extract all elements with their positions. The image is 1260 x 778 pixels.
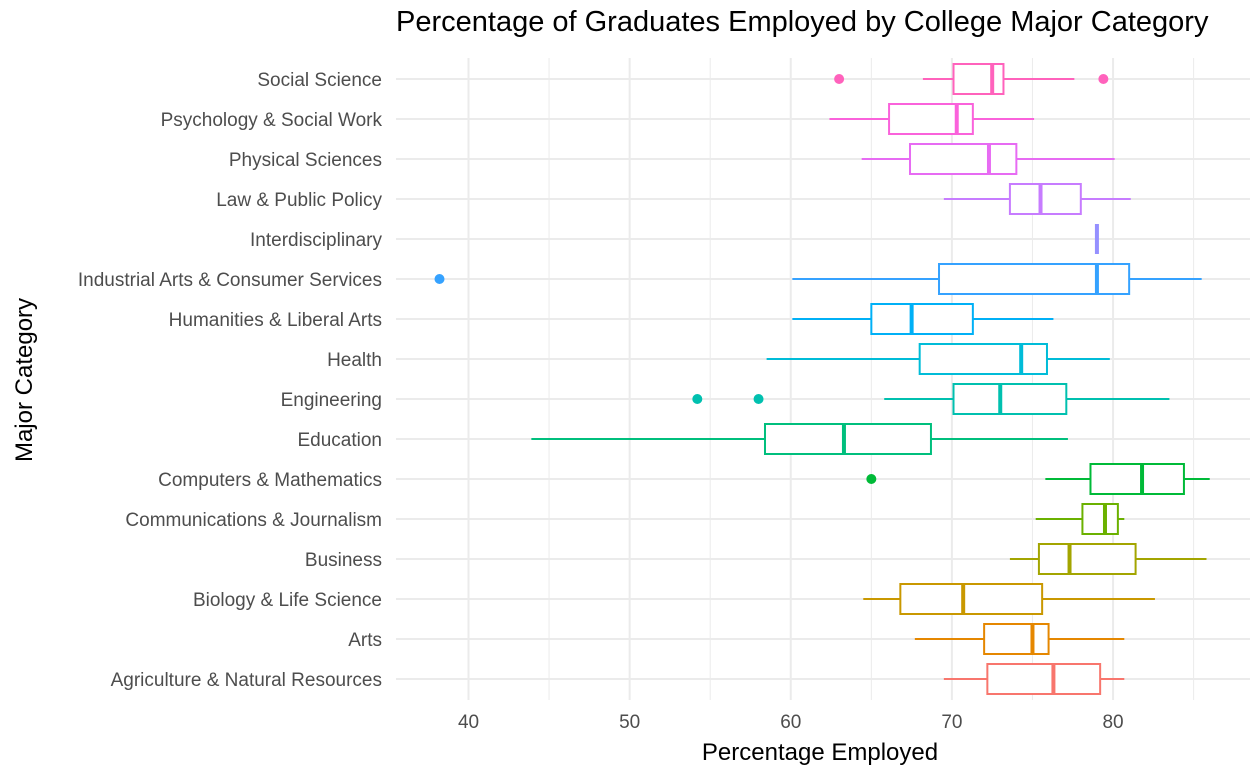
box-iqr [870, 303, 974, 335]
box-iqr [909, 143, 1018, 175]
outlier-point [434, 274, 445, 284]
boxplot-engineering [692, 383, 1170, 415]
y-axis-title: Major Category [11, 298, 38, 462]
y-tick-label: Computers & Mathematics [158, 470, 382, 491]
x-axis-title: Percentage Employed [702, 739, 938, 766]
x-tick-label: 40 [458, 712, 479, 733]
outlier-point [753, 394, 764, 404]
y-tick-label: Biology & Life Science [193, 590, 382, 611]
box-iqr [888, 103, 974, 135]
grid-layer [396, 58, 1250, 700]
x-tick-label: 80 [1102, 712, 1123, 733]
box-iqr [938, 263, 1131, 295]
y-tick-label: Humanities & Liberal Arts [169, 310, 382, 331]
y-tick-label: Engineering [281, 390, 382, 411]
boxplot-education [531, 423, 1068, 455]
box-iqr [1081, 503, 1119, 535]
box-iqr [1008, 183, 1082, 215]
y-tick-label: Social Science [257, 70, 382, 91]
y-tick-label: Education [297, 430, 382, 451]
box-iqr [952, 63, 1005, 95]
outlier-point [692, 394, 703, 404]
boxplot-physical-sciences [861, 143, 1115, 175]
boxplot-biology-life-science [863, 583, 1155, 615]
boxplot-law-public-policy [943, 183, 1131, 215]
boxplot-communications-journalism [1035, 503, 1125, 535]
x-tick-label: 60 [780, 712, 801, 733]
x-tick-label: 50 [619, 712, 640, 733]
box-iqr [763, 423, 932, 455]
chart-title: Percentage of Graduates Employed by Coll… [396, 6, 1209, 38]
box-layer [434, 63, 1210, 695]
boxplot-arts [914, 623, 1125, 655]
y-tick-label: Arts [348, 630, 382, 651]
boxplot-social-science [834, 63, 1109, 95]
outlier-point [834, 74, 845, 84]
label-layer: 40 50 60 70 80 Agriculture & Natural Resource… [78, 70, 1124, 733]
y-tick-label: Law & Public Policy [216, 190, 382, 211]
boxplot-agriculture-natural-resources [943, 663, 1125, 695]
box-iqr [899, 583, 1044, 615]
y-tick-label: Interdisciplinary [250, 230, 382, 251]
y-tick-label: Communications & Journalism [125, 510, 382, 531]
x-tick-label: 70 [941, 712, 962, 733]
y-tick-label: Industrial Arts & Consumer Services [78, 270, 382, 291]
boxplot-humanities-liberal-arts [792, 303, 1054, 335]
outlier-point [866, 474, 877, 484]
boxplot-health [766, 343, 1110, 375]
y-tick-label: Agriculture & Natural Resources [111, 670, 382, 691]
y-tick-label: Psychology & Social Work [161, 110, 383, 131]
box-iqr [918, 343, 1048, 375]
boxplot-computers-mathematics [866, 463, 1210, 495]
outlier-point [1098, 74, 1109, 84]
y-tick-label: Physical Sciences [229, 150, 382, 171]
y-tick-label: Health [327, 350, 382, 371]
boxplot-business [1009, 543, 1207, 575]
box-iqr [952, 383, 1068, 415]
box-iqr [986, 663, 1102, 695]
boxplot-industrial-arts-consumer-services [434, 263, 1202, 295]
box-iqr [1037, 543, 1137, 575]
box-iqr [1089, 463, 1185, 495]
y-tick-label: Business [305, 550, 382, 571]
box-iqr [983, 623, 1050, 655]
boxplot-psychology-social-work [829, 103, 1035, 135]
